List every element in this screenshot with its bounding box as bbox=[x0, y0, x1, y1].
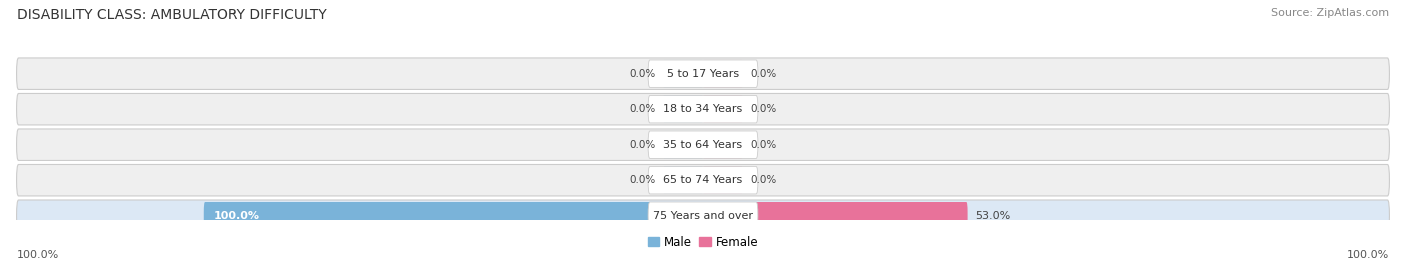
Text: 0.0%: 0.0% bbox=[751, 69, 776, 79]
FancyBboxPatch shape bbox=[664, 95, 703, 123]
FancyBboxPatch shape bbox=[648, 166, 758, 194]
FancyBboxPatch shape bbox=[703, 166, 742, 194]
FancyBboxPatch shape bbox=[664, 166, 703, 194]
FancyBboxPatch shape bbox=[648, 131, 758, 158]
Text: 0.0%: 0.0% bbox=[751, 140, 776, 150]
Text: 0.0%: 0.0% bbox=[751, 175, 776, 185]
FancyBboxPatch shape bbox=[648, 60, 758, 87]
FancyBboxPatch shape bbox=[703, 60, 742, 87]
Text: 0.0%: 0.0% bbox=[630, 69, 655, 79]
Text: 65 to 74 Years: 65 to 74 Years bbox=[664, 175, 742, 185]
FancyBboxPatch shape bbox=[703, 131, 742, 158]
Legend: Male, Female: Male, Female bbox=[643, 231, 763, 253]
Text: DISABILITY CLASS: AMBULATORY DIFFICULTY: DISABILITY CLASS: AMBULATORY DIFFICULTY bbox=[17, 8, 326, 22]
Text: 53.0%: 53.0% bbox=[976, 211, 1011, 221]
FancyBboxPatch shape bbox=[664, 60, 703, 87]
Text: 75 Years and over: 75 Years and over bbox=[652, 211, 754, 221]
Text: 35 to 64 Years: 35 to 64 Years bbox=[664, 140, 742, 150]
FancyBboxPatch shape bbox=[17, 58, 1389, 90]
FancyBboxPatch shape bbox=[664, 131, 703, 158]
Text: 0.0%: 0.0% bbox=[751, 104, 776, 114]
FancyBboxPatch shape bbox=[17, 200, 1389, 232]
FancyBboxPatch shape bbox=[703, 95, 742, 123]
FancyBboxPatch shape bbox=[204, 202, 703, 229]
FancyBboxPatch shape bbox=[648, 95, 758, 123]
Text: Source: ZipAtlas.com: Source: ZipAtlas.com bbox=[1271, 8, 1389, 18]
FancyBboxPatch shape bbox=[17, 165, 1389, 196]
FancyBboxPatch shape bbox=[17, 129, 1389, 161]
Text: 0.0%: 0.0% bbox=[630, 104, 655, 114]
FancyBboxPatch shape bbox=[17, 94, 1389, 125]
FancyBboxPatch shape bbox=[703, 202, 967, 229]
Text: 100.0%: 100.0% bbox=[214, 211, 260, 221]
Text: 0.0%: 0.0% bbox=[630, 140, 655, 150]
FancyBboxPatch shape bbox=[648, 202, 758, 229]
Text: 5 to 17 Years: 5 to 17 Years bbox=[666, 69, 740, 79]
Text: 100.0%: 100.0% bbox=[17, 250, 59, 260]
Text: 18 to 34 Years: 18 to 34 Years bbox=[664, 104, 742, 114]
Text: 0.0%: 0.0% bbox=[630, 175, 655, 185]
Text: 100.0%: 100.0% bbox=[1347, 250, 1389, 260]
